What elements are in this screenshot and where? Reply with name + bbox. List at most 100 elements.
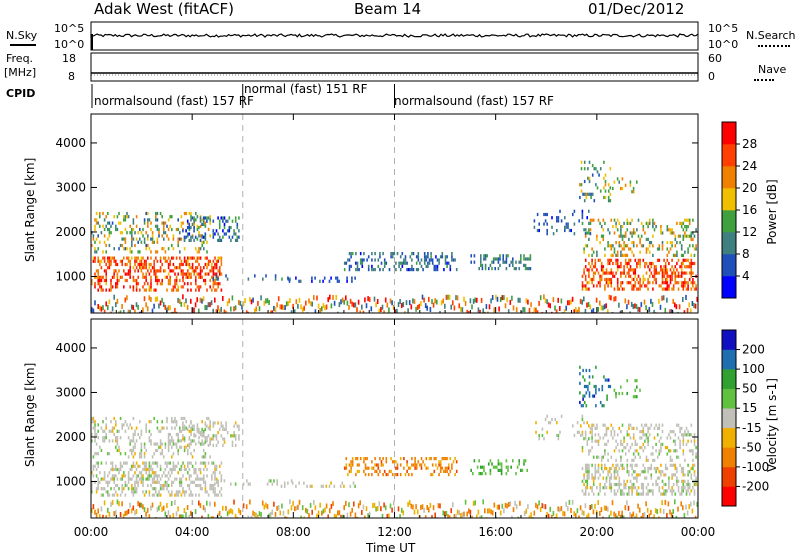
velocity-cell (220, 487, 223, 491)
power-cell (373, 296, 376, 302)
power-cell (129, 262, 131, 267)
velocity-cell (490, 509, 492, 515)
velocity-cell (121, 501, 123, 507)
power-cell (585, 192, 588, 196)
power-cell (653, 268, 656, 272)
velocity-cell (436, 466, 439, 470)
power-cell (195, 247, 197, 251)
power-cell (211, 262, 213, 267)
velocity-cell (215, 437, 218, 441)
velocity-cell (645, 423, 648, 427)
power-cell (536, 228, 539, 233)
velocity-cell (454, 473, 456, 477)
velocity-cell (544, 504, 547, 510)
velocity-cell (263, 504, 266, 510)
power-cell (182, 269, 184, 273)
velocity-cell (108, 480, 111, 484)
velocity-cell (204, 487, 207, 491)
power-cell (180, 262, 183, 267)
velocity-cell (604, 486, 606, 490)
velocity-cell (674, 466, 677, 471)
velocity-cell (693, 470, 696, 474)
velocity-cell (605, 442, 608, 446)
velocity-cell (602, 476, 605, 480)
power-cell (131, 256, 133, 260)
power-cell (682, 258, 685, 262)
velocity-cell (415, 504, 417, 510)
power-cell (198, 285, 200, 289)
velocity-cell (126, 483, 128, 488)
velocity-cell (346, 512, 349, 518)
velocity-cell (357, 503, 360, 509)
velocity-cell (139, 455, 141, 459)
velocity-cell (142, 483, 144, 488)
velocity-cell (443, 457, 445, 461)
velocity-cell (155, 480, 157, 484)
power-cell (123, 218, 125, 222)
power-cell (607, 244, 609, 248)
power-cell (567, 225, 569, 229)
velocity-cell (150, 439, 152, 443)
velocity-cell (676, 449, 678, 453)
velocity-cell (602, 436, 605, 440)
velocity-cell (281, 503, 283, 509)
power-cell (637, 234, 640, 238)
velocity-cell (111, 426, 114, 430)
power-cell (639, 287, 641, 291)
velocity-cell (225, 424, 227, 428)
power-cell (484, 254, 487, 258)
velocity-cell (94, 426, 96, 430)
power-cell (178, 298, 181, 304)
power-cell (345, 261, 348, 265)
velocity-cell (92, 426, 95, 430)
velocity-cell (374, 457, 376, 461)
power-cell (595, 167, 597, 171)
power-cell (626, 261, 629, 266)
velocity-cell (667, 501, 670, 507)
velocity-cell (631, 466, 633, 471)
power-cell (623, 221, 625, 225)
velocity-cell (348, 502, 350, 508)
power-cell (682, 287, 685, 291)
power-cell (693, 281, 696, 285)
velocity-cell (193, 480, 195, 484)
power-cell (155, 256, 157, 260)
power-cell (483, 257, 485, 261)
power-cell (682, 271, 685, 275)
velocity-cell (151, 502, 154, 508)
velocity-cell (530, 512, 532, 518)
velocity-cell (607, 458, 609, 462)
velocity-cell (596, 470, 598, 474)
power-cell (366, 258, 368, 262)
velocity-cell (266, 482, 269, 486)
velocity-cell (622, 515, 625, 518)
power-cell (105, 224, 107, 228)
velocity-cell (313, 500, 315, 505)
velocity-cell (639, 446, 641, 450)
power-cell (647, 237, 649, 241)
velocity-cell (658, 486, 661, 490)
velocity-cell (613, 473, 616, 477)
velocity-cell (91, 420, 93, 424)
power-cell (423, 297, 425, 303)
power-cell (664, 287, 667, 291)
power-cell (599, 300, 601, 306)
power-cell (432, 302, 435, 308)
velocity-cell (444, 457, 447, 461)
power-cell (479, 309, 481, 313)
velocity-cell (605, 430, 608, 434)
power-cell (195, 282, 197, 286)
velocity-cell (650, 466, 653, 471)
power-cell (669, 228, 672, 232)
power-cell (519, 297, 521, 303)
power-cell (642, 312, 644, 313)
velocity-cell (586, 470, 589, 474)
power-cell (172, 269, 175, 273)
power-cell (421, 294, 424, 300)
velocity-cell (121, 423, 123, 427)
power-cell (538, 300, 540, 306)
velocity-cell (407, 466, 410, 470)
velocity-cell (679, 442, 681, 446)
velocity-cell (115, 490, 117, 494)
velocity-cell (497, 468, 500, 472)
